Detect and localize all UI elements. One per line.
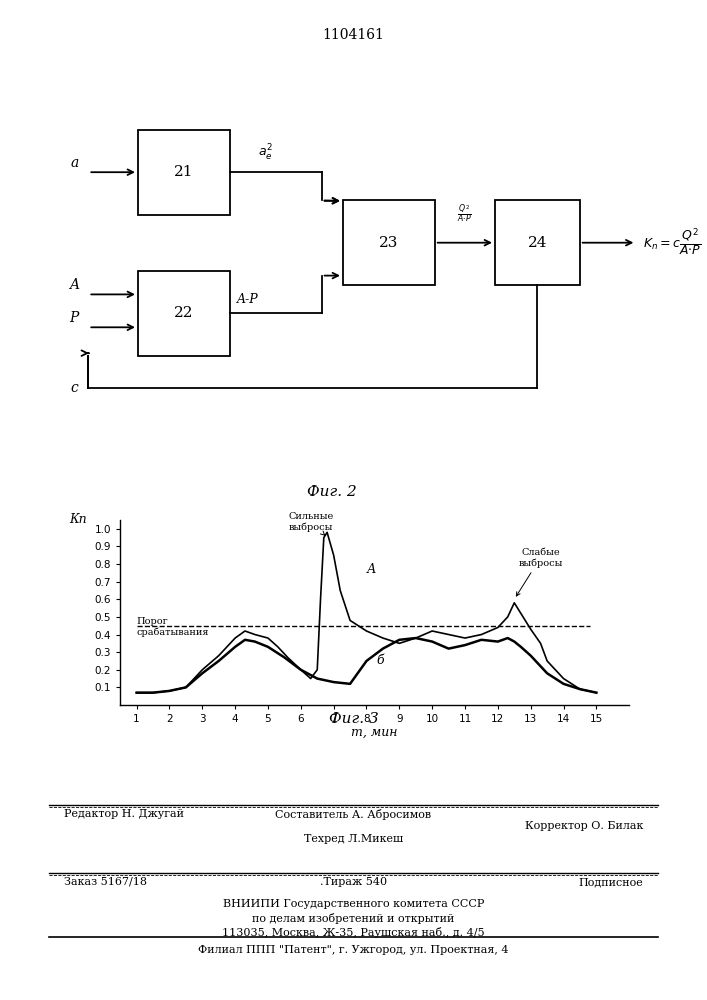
Text: 21: 21 xyxy=(174,165,194,179)
Text: Корректор О. Билак: Корректор О. Билак xyxy=(525,821,643,831)
Text: .Тираж 540: .Тираж 540 xyxy=(320,877,387,887)
Text: 22: 22 xyxy=(174,306,194,320)
Text: Фиг. 3: Фиг. 3 xyxy=(329,712,378,726)
Bar xyxy=(495,200,580,285)
Text: Фиг. 2: Фиг. 2 xyxy=(308,485,357,499)
Text: ВНИИПИ Государственного комитета СССР
по делам изобретений и открытий
113035, Мо: ВНИИПИ Государственного комитета СССР по… xyxy=(222,899,485,938)
Text: Кп: Кп xyxy=(69,513,87,526)
Text: $a^2_e$: $a^2_e$ xyxy=(258,143,273,163)
Text: Заказ 5167/18: Заказ 5167/18 xyxy=(64,877,146,887)
Text: 24: 24 xyxy=(527,236,547,250)
Text: P: P xyxy=(69,311,79,325)
Text: $K_n{=}c\dfrac{Q^2}{A{\cdot}P}$: $K_n{=}c\dfrac{Q^2}{A{\cdot}P}$ xyxy=(643,227,702,258)
Text: A-P: A-P xyxy=(237,293,259,306)
Text: Редактор Н. Джугай: Редактор Н. Джугай xyxy=(64,809,184,819)
Text: a: a xyxy=(70,156,78,170)
Bar xyxy=(138,271,230,356)
Text: Составитель А. Абросимов: Составитель А. Абросимов xyxy=(276,809,431,820)
Text: $\frac{Q^2}{A{\cdot}P}$: $\frac{Q^2}{A{\cdot}P}$ xyxy=(457,203,472,224)
Text: A: A xyxy=(69,278,79,292)
Bar xyxy=(343,200,435,285)
Text: Слабые
выбросы: Слабые выбросы xyxy=(516,548,563,596)
Text: 23: 23 xyxy=(379,236,399,250)
Text: Сильные
выбросы: Сильные выбросы xyxy=(288,512,333,535)
Text: 1104161: 1104161 xyxy=(322,28,385,42)
X-axis label: т, мин: т, мин xyxy=(351,725,398,738)
Text: Филиал ППП "Патент", г. Ужгород, ул. Проектная, 4: Филиал ППП "Патент", г. Ужгород, ул. Про… xyxy=(198,945,509,955)
Text: Подписное: Подписное xyxy=(578,877,643,887)
Text: б: б xyxy=(376,654,384,667)
Text: А: А xyxy=(366,563,376,576)
Text: Порог
срабатывания: Порог срабатывания xyxy=(136,617,209,637)
Text: Техред Л.Микеш: Техред Л.Микеш xyxy=(304,834,403,844)
Bar xyxy=(138,130,230,215)
Text: c: c xyxy=(71,381,78,395)
